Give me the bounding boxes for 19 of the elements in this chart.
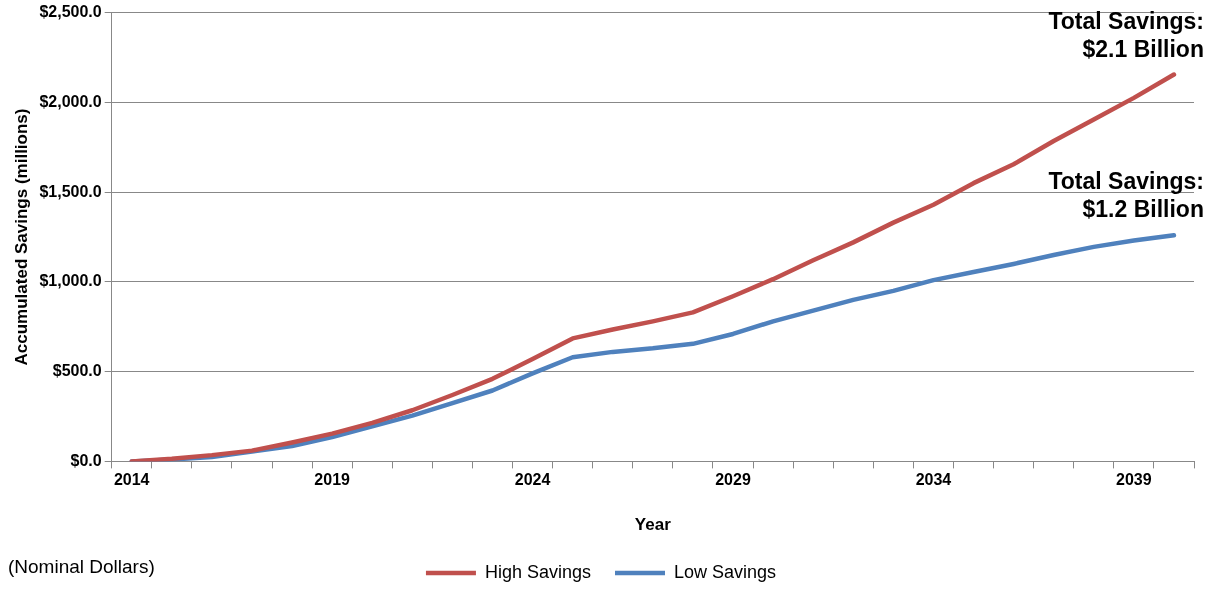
- x-tick-label: 2029: [715, 471, 751, 489]
- legend-label: High Savings: [484, 561, 591, 582]
- x-tick-label: 2034: [915, 471, 952, 489]
- y-axis-title: Accumulated Savings (millions): [11, 108, 31, 366]
- y-tick-label: $2,500.0: [39, 3, 102, 21]
- x-tick-label: 2039: [1116, 471, 1152, 489]
- x-tick-label: 2014: [113, 471, 150, 489]
- x-axis-title: Year: [634, 515, 672, 535]
- x-tick-label: 2024: [514, 471, 551, 489]
- annotation: Total Savings: $1.2 Billion: [1048, 167, 1204, 224]
- y-tick-label: $0.0: [70, 451, 102, 469]
- x-tick-label: 2019: [314, 471, 351, 489]
- y-tick-label: $1,000.0: [39, 272, 102, 290]
- legend-label: Low Savings: [674, 561, 777, 582]
- annotation: Total Savings: $2.1 Billion: [1048, 6, 1204, 63]
- y-tick-label: $1,500.0: [39, 182, 102, 200]
- text: (Nominal Dollars): [8, 556, 155, 578]
- y-tick-label: $500.0: [52, 362, 102, 380]
- y-tick-label: $2,000.0: [39, 92, 102, 110]
